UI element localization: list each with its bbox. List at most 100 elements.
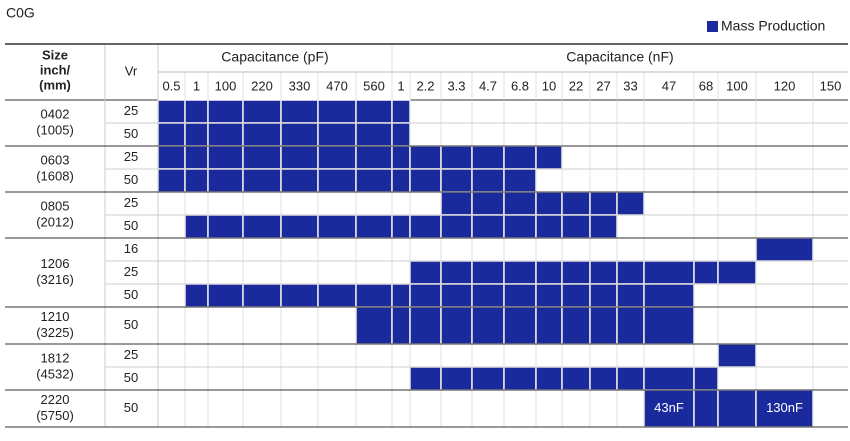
vr-label: 25	[124, 103, 138, 118]
production-cell	[503, 366, 537, 391]
production-cell	[355, 122, 393, 147]
production-cell	[317, 145, 357, 170]
production-cell	[280, 283, 319, 308]
production-cell	[561, 306, 591, 345]
column-label: 0.5	[162, 78, 180, 93]
production-cell	[391, 122, 411, 147]
size-label: 1210	[41, 309, 70, 324]
production-cell	[409, 260, 442, 285]
production-cell	[355, 99, 393, 124]
column-label: 2.2	[416, 78, 434, 93]
production-cell	[157, 168, 186, 193]
production-cell	[391, 168, 411, 193]
production-cell	[409, 145, 442, 170]
production-cell	[535, 260, 563, 285]
vr-label: 25	[124, 347, 138, 362]
production-cell	[157, 122, 186, 147]
production-cell	[589, 191, 618, 216]
production-cell	[317, 168, 357, 193]
vr-label: 50	[124, 400, 138, 415]
size-label: 2220	[41, 392, 70, 407]
production-cell	[280, 214, 319, 239]
production-cell	[440, 168, 473, 193]
production-cell	[184, 145, 209, 170]
production-cell	[157, 99, 186, 124]
production-cell	[440, 191, 473, 216]
column-label: 1	[397, 78, 404, 93]
column-label: 560	[363, 78, 385, 93]
production-cell	[242, 283, 282, 308]
production-cell	[391, 214, 411, 239]
production-cell	[409, 283, 442, 308]
production-cell	[440, 260, 473, 285]
production-cell	[355, 168, 393, 193]
production-cell	[616, 260, 645, 285]
production-cell	[717, 389, 757, 428]
size-mm: (1608)	[36, 168, 74, 183]
column-label: 3.3	[447, 78, 465, 93]
production-cell	[184, 99, 209, 124]
vr-label: 50	[124, 126, 138, 141]
production-cell	[693, 389, 719, 428]
pf-header: Capacitance (pF)	[221, 49, 328, 65]
production-cell	[355, 306, 393, 345]
production-cell	[280, 168, 319, 193]
size-mm: (3216)	[36, 272, 74, 287]
production-cell	[207, 145, 244, 170]
production-cell	[409, 366, 442, 391]
production-cell	[440, 283, 473, 308]
column-label: 27	[596, 78, 610, 93]
production-cell	[643, 283, 695, 308]
column-label: 4.7	[479, 78, 497, 93]
cell-note: 130nF	[766, 400, 803, 415]
production-cell	[242, 99, 282, 124]
production-cell	[503, 260, 537, 285]
production-cell	[471, 306, 505, 345]
production-cell	[242, 145, 282, 170]
column-label: 100	[726, 78, 748, 93]
size-label: 0402	[41, 106, 70, 121]
vr-label: 50	[124, 317, 138, 332]
column-label: 68	[699, 78, 713, 93]
production-cell	[503, 283, 537, 308]
production-cell	[643, 260, 695, 285]
production-cell	[616, 283, 645, 308]
production-cell	[409, 168, 442, 193]
production-cell	[471, 168, 505, 193]
production-cell	[693, 366, 719, 391]
production-cell	[157, 145, 186, 170]
production-cell	[616, 366, 645, 391]
column-label: 6.8	[511, 78, 529, 93]
production-cell	[317, 214, 357, 239]
production-cell	[391, 145, 411, 170]
size-mm: (3225)	[36, 325, 74, 340]
production-cell	[391, 99, 411, 124]
vr-label: 25	[124, 149, 138, 164]
production-cell	[643, 306, 695, 345]
column-label: 22	[569, 78, 583, 93]
column-label: 120	[774, 78, 796, 93]
size-label: 1812	[41, 350, 70, 365]
size-mm: (4532)	[36, 366, 74, 381]
production-cell	[471, 214, 505, 239]
production-cell	[535, 283, 563, 308]
vr-header: Vr	[125, 63, 138, 78]
production-cell	[561, 366, 591, 391]
production-cell	[717, 260, 757, 285]
production-cell	[503, 306, 537, 345]
size-mm: (1005)	[36, 122, 74, 137]
table-title: C0G	[6, 5, 35, 21]
production-cell	[355, 145, 393, 170]
column-label: 470	[326, 78, 348, 93]
production-cell	[242, 122, 282, 147]
production-cell	[355, 214, 393, 239]
production-cell	[391, 306, 411, 345]
vr-label: 50	[124, 172, 138, 187]
production-cell	[693, 260, 719, 285]
cell-note: 43nF	[654, 400, 684, 415]
production-cell	[242, 168, 282, 193]
production-cell	[503, 168, 537, 193]
production-cell	[561, 191, 591, 216]
legend-swatch	[707, 21, 718, 32]
production-cell	[535, 145, 563, 170]
